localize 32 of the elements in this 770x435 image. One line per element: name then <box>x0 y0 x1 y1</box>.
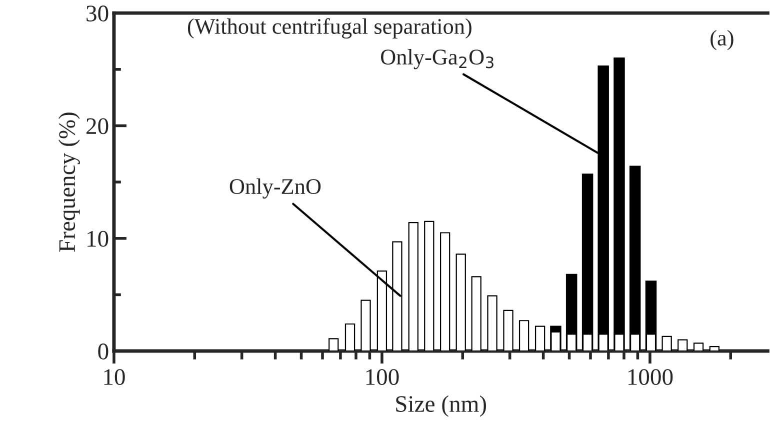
bar <box>456 254 466 352</box>
bar <box>662 336 672 352</box>
bar <box>328 338 339 352</box>
bar <box>440 232 450 352</box>
bar <box>408 222 418 352</box>
x-tick-label: 100 <box>366 369 399 386</box>
annotation: Only-Ga$_{2}$O$_{3}$ <box>380 48 494 70</box>
annotation: (a) <box>710 30 734 50</box>
bar <box>614 58 625 352</box>
y-axis-title: Frequency (%) <box>58 112 80 252</box>
bar <box>582 174 594 352</box>
bar <box>487 295 498 352</box>
annotation: Only-ZnO <box>230 178 321 199</box>
bar <box>693 342 704 352</box>
y-tick-label: 20 <box>86 118 108 134</box>
chart-title: (Without centrifugal separation) <box>188 18 472 39</box>
bar <box>360 300 371 352</box>
bar <box>471 276 482 352</box>
y-tick-label: 30 <box>86 6 108 22</box>
y-tick-label: 10 <box>88 230 108 247</box>
x-tick-label: 10 <box>104 369 125 386</box>
bar <box>503 310 514 352</box>
bar <box>424 220 434 352</box>
x-tick-label: 1000 <box>628 369 673 386</box>
bar <box>344 323 356 352</box>
x-axis-title: Size (nm) <box>396 395 486 417</box>
y-tick-label: 0 <box>98 344 108 360</box>
bar <box>534 326 546 352</box>
bar <box>518 320 530 352</box>
bar <box>709 346 720 352</box>
bar <box>629 166 641 352</box>
bar <box>678 339 688 352</box>
